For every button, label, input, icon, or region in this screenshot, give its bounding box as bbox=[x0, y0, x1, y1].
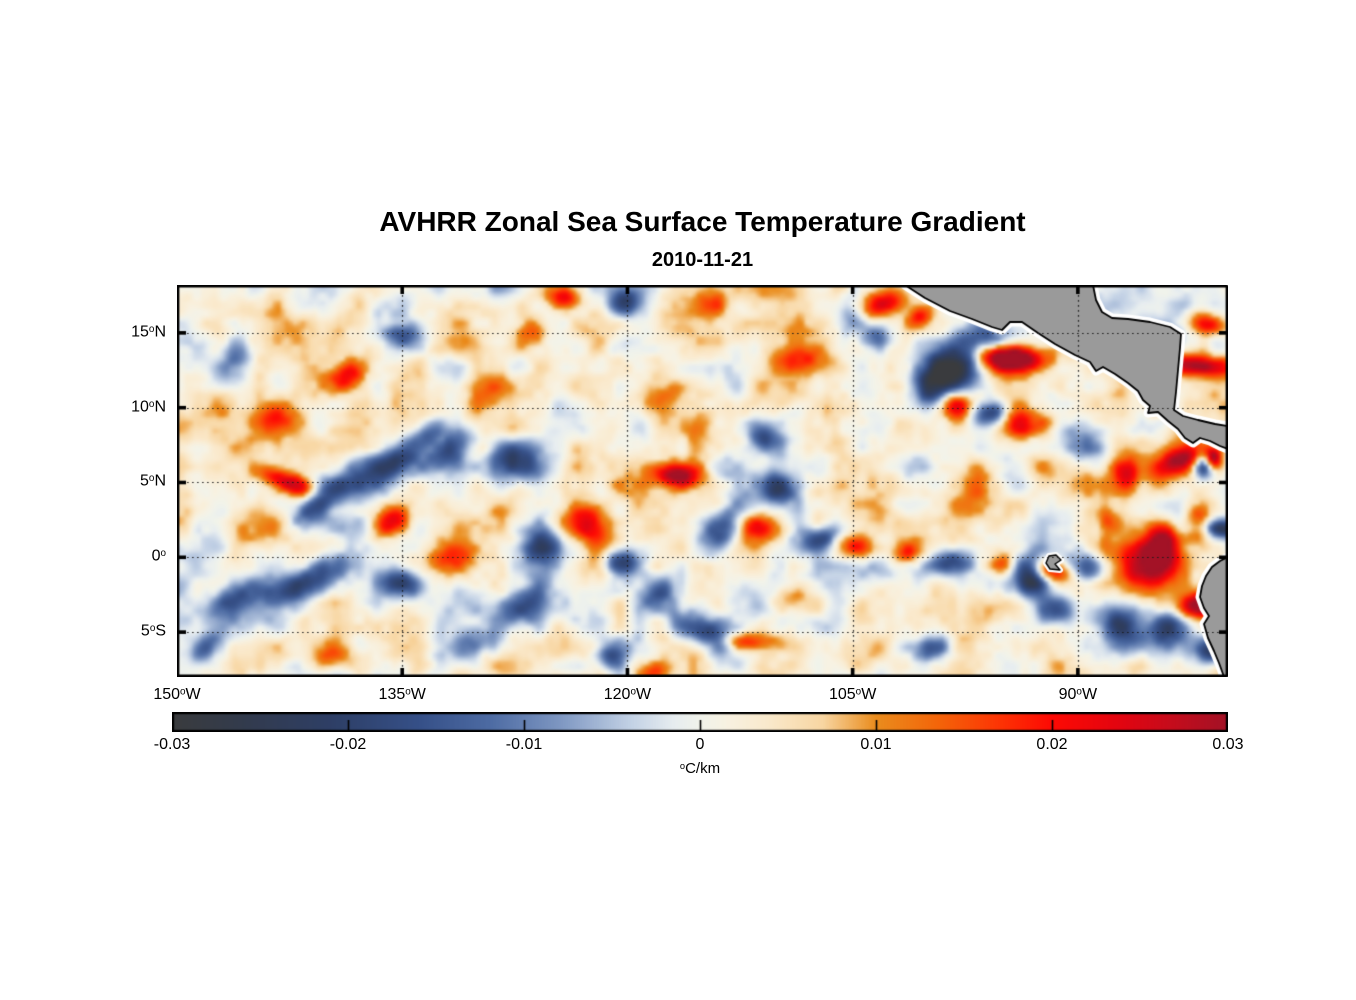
colorbar-tick-label: -0.01 bbox=[505, 736, 543, 753]
y-tick-label: 15oN bbox=[131, 323, 166, 341]
chart-subtitle: 2010-11-21 bbox=[651, 249, 754, 271]
x-tick-label: 105oW bbox=[828, 686, 877, 703]
colorbar-tick-label: 0.01 bbox=[860, 736, 892, 753]
colorbar-tick-label: -0.02 bbox=[329, 736, 367, 753]
x-tick-label: 120oW bbox=[603, 686, 652, 703]
colorbar-unit-label: oC/km bbox=[679, 760, 721, 777]
y-tick-label: 0o bbox=[151, 547, 166, 565]
chart-title: AVHRR Zonal Sea Surface Temperature Grad… bbox=[379, 206, 1026, 237]
x-tick-label: 90oW bbox=[1058, 686, 1098, 703]
sst-gradient-map-canvas bbox=[177, 285, 1228, 677]
colorbar-gradient bbox=[172, 712, 1228, 732]
x-tick-label: 135oW bbox=[378, 686, 426, 703]
map-axes bbox=[177, 285, 1228, 677]
y-tick-label: 10oN bbox=[131, 398, 166, 416]
colorbar-tick-label: -0.03 bbox=[153, 736, 191, 753]
y-tick-label: 5oN bbox=[140, 473, 166, 491]
y-tick-label: 5oS bbox=[140, 622, 166, 640]
x-tick-label: 150oW bbox=[153, 686, 201, 703]
colorbar-tick-label: 0 bbox=[695, 736, 705, 753]
colorbar-tick-label: 0.02 bbox=[1036, 736, 1068, 753]
colorbar bbox=[172, 712, 1228, 732]
colorbar-tick-label: 0.03 bbox=[1212, 736, 1244, 753]
